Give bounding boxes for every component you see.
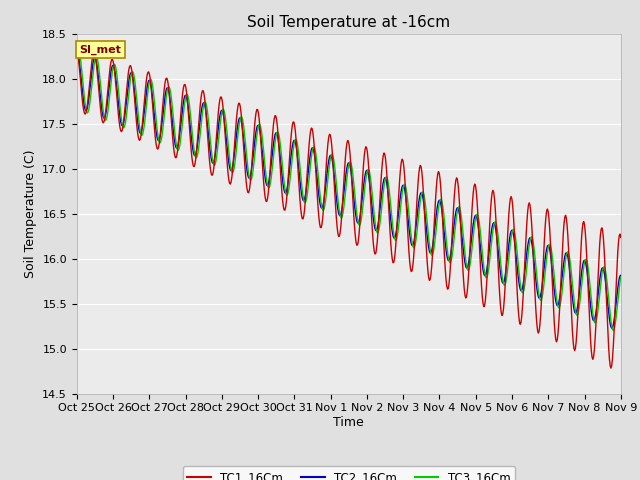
TC2_16Cm [83,107,90,113]
TC3_16Cm [609,327,617,333]
TC2_16Cm [139,122,147,128]
TC1_16Cm [139,119,147,124]
TC1_16Cm [431,212,438,218]
Line: TC2_16Cm: TC2_16Cm [77,50,621,328]
TC3_16Cm [73,49,81,55]
Text: SI_met: SI_met [79,44,122,55]
Title: Soil Temperature at -16cm: Soil Temperature at -16cm [247,15,451,30]
TC2_16Cm [194,139,202,144]
TC2_16Cm [431,226,438,232]
TC2_16Cm [223,140,230,145]
TC3_16Cm [617,275,625,280]
TC1_16Cm [607,365,615,371]
Line: TC3_16Cm: TC3_16Cm [77,49,621,330]
Legend: TC1_16Cm, TC2_16Cm, TC3_16Cm: TC1_16Cm, TC2_16Cm, TC3_16Cm [182,466,515,480]
TC1_16Cm [73,46,81,51]
TC2_16Cm [608,325,616,331]
TC1_16Cm [617,235,625,240]
TC2_16Cm [617,272,625,278]
TC2_16Cm [73,48,81,53]
TC1_16Cm [83,107,90,113]
TC3_16Cm [84,110,92,116]
TC3_16Cm [74,47,82,52]
TC3_16Cm [223,133,231,139]
TC3_16Cm [140,128,147,134]
TC1_16Cm [223,153,230,159]
Y-axis label: Soil Temperature (C): Soil Temperature (C) [24,149,36,278]
TC1_16Cm [194,132,202,138]
X-axis label: Time: Time [333,416,364,429]
TC2_16Cm [415,199,422,205]
TC3_16Cm [431,234,439,240]
Line: TC1_16Cm: TC1_16Cm [77,48,621,368]
TC3_16Cm [195,145,202,151]
TC1_16Cm [415,171,422,177]
TC3_16Cm [416,204,424,210]
